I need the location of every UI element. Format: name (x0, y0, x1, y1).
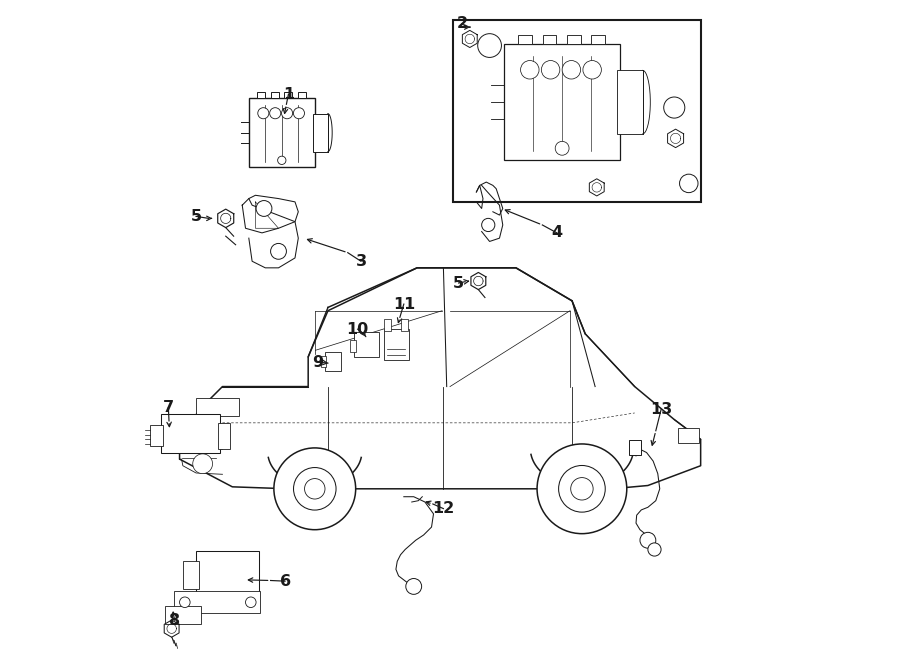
Circle shape (180, 597, 190, 607)
Bar (219, 423, 230, 449)
Text: 7: 7 (163, 400, 174, 415)
Circle shape (648, 543, 662, 556)
Circle shape (482, 218, 495, 231)
Circle shape (478, 34, 501, 58)
Bar (454, 20, 701, 202)
Text: 13: 13 (650, 402, 672, 417)
Circle shape (663, 97, 685, 118)
Bar (518, 35, 532, 44)
Circle shape (270, 108, 281, 119)
Text: 1: 1 (283, 87, 294, 102)
Bar (183, 561, 199, 589)
Bar (175, 591, 260, 613)
Bar (567, 35, 580, 44)
Bar (150, 425, 163, 446)
Circle shape (406, 578, 421, 594)
Circle shape (562, 61, 580, 79)
Bar (271, 93, 278, 98)
Circle shape (640, 532, 656, 548)
Text: 5: 5 (191, 209, 202, 224)
Circle shape (520, 61, 539, 79)
Bar (384, 319, 391, 330)
Bar (161, 414, 220, 453)
Circle shape (277, 156, 286, 165)
Bar (196, 398, 238, 416)
Circle shape (542, 61, 560, 79)
Bar (165, 605, 202, 624)
Bar (384, 329, 410, 360)
Circle shape (193, 454, 212, 474)
Bar (504, 44, 620, 160)
Circle shape (282, 108, 292, 119)
Circle shape (680, 174, 698, 192)
Circle shape (293, 467, 336, 510)
Text: 8: 8 (169, 613, 181, 628)
Text: 3: 3 (356, 254, 366, 269)
Text: 11: 11 (392, 297, 415, 311)
Bar (617, 70, 643, 134)
Bar (629, 440, 642, 455)
Bar (591, 35, 605, 44)
Text: 9: 9 (312, 355, 324, 369)
Bar (678, 428, 699, 443)
Bar (400, 319, 409, 330)
Bar (350, 340, 356, 352)
Bar (284, 93, 292, 98)
Circle shape (559, 465, 605, 512)
Bar (325, 352, 341, 371)
Circle shape (571, 478, 593, 500)
Text: 4: 4 (552, 225, 562, 241)
Circle shape (256, 200, 272, 216)
Bar (298, 93, 306, 98)
Circle shape (537, 444, 626, 533)
Text: 12: 12 (432, 501, 454, 516)
Bar (196, 551, 258, 594)
Circle shape (583, 61, 601, 79)
Bar (543, 35, 556, 44)
Circle shape (555, 141, 569, 155)
Circle shape (271, 243, 286, 259)
Bar (355, 332, 380, 357)
Bar (248, 98, 315, 167)
Text: 5: 5 (453, 276, 464, 290)
Circle shape (304, 479, 325, 499)
Bar (313, 114, 328, 151)
Bar (320, 356, 326, 367)
Text: 2: 2 (456, 17, 467, 31)
Circle shape (274, 448, 356, 529)
Text: 10: 10 (346, 322, 369, 336)
Text: 6: 6 (280, 574, 291, 589)
Bar (256, 93, 265, 98)
Circle shape (257, 108, 269, 119)
Circle shape (246, 597, 256, 607)
Circle shape (293, 108, 304, 119)
